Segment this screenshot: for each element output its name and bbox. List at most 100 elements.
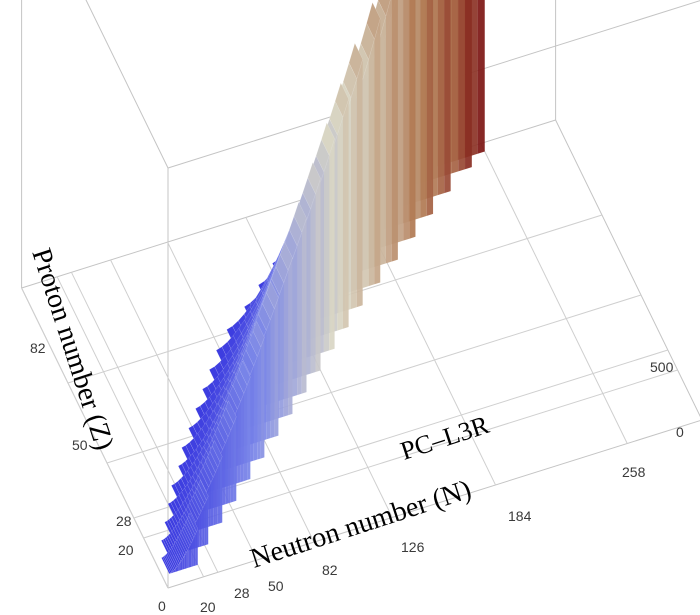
y-tick-label: 50 (72, 437, 88, 453)
x-tick-label: 50 (268, 578, 284, 594)
ridge-strip-top (280, 241, 293, 272)
ridge-strip-top (266, 280, 279, 310)
ridge-strip (379, 16, 386, 266)
ridge-strip (274, 297, 279, 437)
ridge-strip (189, 543, 192, 568)
ridge-strip (362, 59, 369, 288)
ridge-strip (257, 347, 261, 460)
ridge-strip (192, 537, 194, 567)
ridge-strip (477, 0, 485, 154)
ridge-strip (174, 568, 176, 573)
ridge-strip-top (198, 479, 209, 501)
ridge-strip (315, 178, 321, 373)
x-axis-title: Neutron number (N) (247, 474, 475, 575)
ridge-strip (329, 138, 335, 351)
ridge-strip (191, 540, 193, 567)
box-edge (85, 0, 169, 169)
ridge-strip (217, 461, 220, 524)
y-tick-label: 28 (116, 513, 132, 529)
ridge-strip (204, 500, 207, 546)
ridge-strip (199, 511, 202, 547)
ridge-strip-top (211, 439, 223, 463)
x-gridline (480, 143, 628, 444)
x-tick-label: 258 (622, 464, 646, 480)
model-label: PC–L3R (397, 410, 493, 466)
ridge-strip (403, 0, 410, 241)
x-tick-label: 28 (234, 585, 250, 601)
ridge-strip (470, 0, 478, 156)
ridge-strip (297, 232, 302, 396)
ridge-strip (173, 569, 175, 573)
ridge-strip (368, 39, 375, 287)
ridge-strip (397, 0, 404, 243)
ridge-strip (465, 0, 472, 170)
ridge-strip (187, 548, 189, 569)
ridge-strip (215, 467, 218, 525)
ridge-strip (219, 456, 223, 524)
ridge-strip (451, 0, 459, 174)
ridge-strip (458, 0, 466, 172)
ridge-strip (356, 59, 363, 308)
ridge-strip (213, 472, 216, 526)
ridge-strip (342, 99, 349, 329)
ridge-strip (171, 571, 174, 573)
ridge-strip (233, 416, 237, 502)
floor-gridlines (21, 143, 678, 589)
ridge-strip (270, 308, 275, 439)
ridge-strip (170, 572, 172, 574)
ridge-strip (301, 218, 307, 394)
ridge-strip (169, 573, 171, 574)
ridge-strip (225, 436, 229, 505)
ridge-strip-top (321, 122, 335, 157)
ridge-strip-top (348, 42, 363, 80)
ridge-strip (253, 356, 258, 461)
ridge-strip (228, 430, 231, 504)
ridge-strip (437, 0, 445, 196)
ridge-strip (250, 365, 254, 462)
ridge-strip (426, 0, 434, 216)
ridge-surface (160, 0, 485, 575)
ridge-strip (183, 555, 185, 570)
ridge-strip (283, 270, 289, 417)
ridge-strip (260, 337, 265, 459)
ridge-strip (391, 0, 398, 262)
ridge-strip-top (225, 400, 237, 425)
ridge-strip (351, 78, 357, 309)
ridge-strip (188, 545, 190, 568)
z-tick-label: 500 (650, 359, 674, 375)
ridge-strip (240, 393, 244, 483)
z-tick-label: 0 (676, 424, 684, 440)
x-tick-label: 0 (158, 598, 166, 614)
x-tick-label: 184 (508, 508, 532, 524)
ridge-strip (420, 0, 427, 218)
ridge-strip (247, 377, 251, 481)
ridge-strip (292, 245, 298, 397)
ridge-strip (337, 117, 343, 331)
ridge-strip (444, 0, 451, 194)
ridge-strip-top (307, 161, 321, 195)
ridge-strip (180, 559, 183, 571)
ridge-strip (206, 496, 209, 545)
ridge-strip (179, 561, 181, 571)
ridge-strip (266, 319, 271, 440)
y-gridline (106, 294, 642, 464)
ridge-strip (409, 0, 416, 239)
ridge-strip (210, 477, 214, 527)
ridge-strip-top (377, 0, 391, 17)
ridge-strip-top (293, 201, 307, 233)
ridge-strip (184, 552, 187, 569)
ridge-strip-top (188, 512, 199, 533)
box-edge (555, 119, 700, 418)
ridge-strip (243, 385, 248, 482)
ridge-strip (323, 155, 330, 353)
ridge-strip (202, 504, 205, 546)
ridge-strip (310, 193, 316, 374)
ridge-strip (385, 0, 392, 264)
ridge-strip (178, 563, 180, 571)
y-tick-label: 82 (30, 340, 46, 356)
ridge-strip (414, 0, 421, 220)
ridge-strip (237, 401, 241, 484)
ridge-strip (195, 531, 197, 566)
ridge-strip (208, 482, 211, 527)
